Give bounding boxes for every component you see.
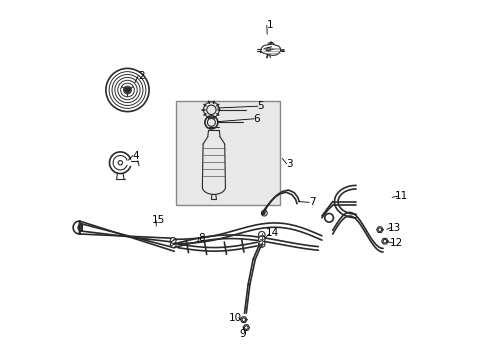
Text: 12: 12 (389, 238, 402, 248)
Text: 3: 3 (285, 159, 292, 169)
Text: 6: 6 (253, 114, 260, 124)
Text: 8: 8 (198, 233, 205, 243)
Circle shape (258, 231, 264, 238)
Circle shape (262, 212, 264, 215)
Circle shape (170, 242, 176, 248)
Circle shape (118, 161, 122, 165)
Circle shape (382, 239, 386, 243)
Text: 5: 5 (257, 101, 264, 111)
Circle shape (244, 326, 247, 329)
Text: 15: 15 (152, 215, 165, 225)
Circle shape (324, 213, 333, 222)
Circle shape (258, 241, 264, 247)
Circle shape (242, 318, 245, 321)
Circle shape (124, 87, 130, 93)
Text: 2: 2 (138, 71, 144, 81)
Text: 11: 11 (394, 191, 407, 201)
Circle shape (258, 236, 264, 243)
Text: 9: 9 (239, 329, 245, 339)
Text: 7: 7 (308, 197, 315, 207)
Circle shape (377, 228, 381, 231)
Text: 10: 10 (229, 312, 242, 323)
Circle shape (170, 238, 176, 243)
Text: 4: 4 (132, 150, 139, 161)
Text: 14: 14 (265, 228, 279, 238)
Bar (176, 101, 280, 205)
Text: 1: 1 (266, 20, 272, 30)
Text: 13: 13 (387, 222, 400, 233)
